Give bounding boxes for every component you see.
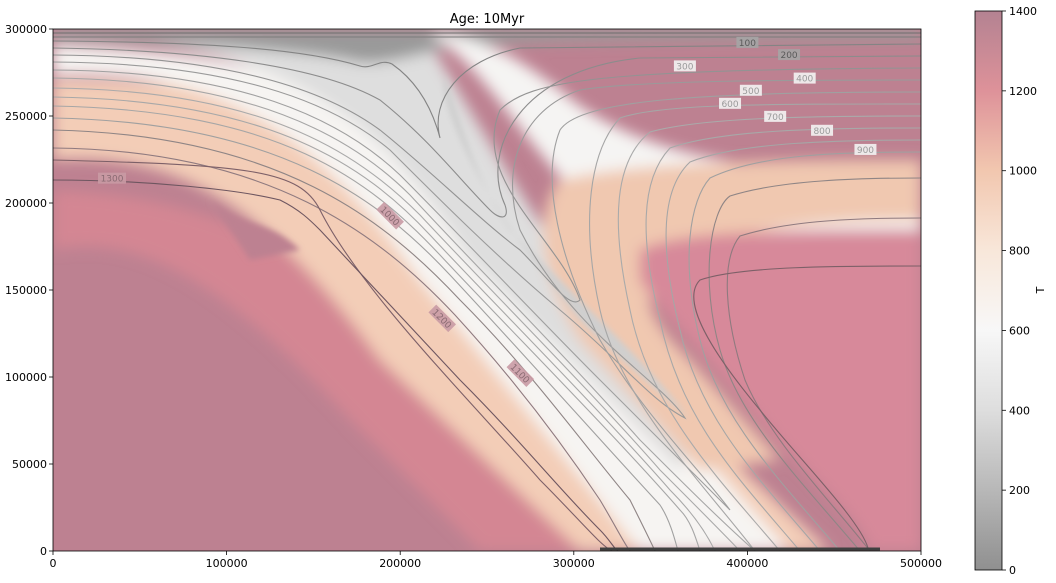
contour-label-700: 700 xyxy=(764,110,787,123)
svg-text:900: 900 xyxy=(857,146,874,156)
svg-text:400: 400 xyxy=(796,75,813,85)
right-hot-zone xyxy=(640,230,921,551)
contour-label-500: 500 xyxy=(739,84,762,97)
svg-text:800: 800 xyxy=(813,127,830,137)
x-tick-label-5: 500000 xyxy=(900,557,942,570)
y-tick-label-4: 200000 xyxy=(5,197,47,210)
contour-label-600: 600 xyxy=(719,97,742,110)
colorbar-label: T xyxy=(1034,286,1047,294)
mantle-patch xyxy=(210,200,300,260)
svg-text:100: 100 xyxy=(739,39,756,49)
cool-band xyxy=(130,29,700,470)
x-tick-label-1: 100000 xyxy=(206,557,248,570)
colorbar-tick-label-2: 400 xyxy=(1009,404,1030,417)
right-warm-zone xyxy=(543,160,921,470)
hot-band xyxy=(53,190,600,551)
y-tick-label-2: 100000 xyxy=(5,371,47,384)
y-tick-label-1: 50000 xyxy=(12,458,47,471)
x-axis: 0 100000 200000 300000 400000 500000 xyxy=(50,551,942,570)
colorbar-tick-label-0: 0 xyxy=(1009,564,1016,577)
contour-label-300: 300 xyxy=(673,60,696,72)
colorbar-gradient xyxy=(975,11,1002,570)
chart-title: Age: 10Myr xyxy=(450,12,525,27)
svg-text:500: 500 xyxy=(742,87,759,97)
colorbar-tick-label-1: 200 xyxy=(1009,484,1030,497)
y-axis: 0 50000 100000 150000 200000 250000 300000 xyxy=(5,23,53,558)
contour-labels: 1002003004005006007008009001000110012001… xyxy=(98,36,877,387)
contour-label-400: 400 xyxy=(793,72,816,85)
contour-label-200: 200 xyxy=(778,49,801,61)
colorbar-tick-label-7: 1400 xyxy=(1009,5,1037,18)
contour-lines xyxy=(53,32,921,551)
x-tick-label-4: 400000 xyxy=(726,557,768,570)
svg-text:700: 700 xyxy=(767,113,784,123)
colorbar-axis: 0 200 400 600 800 1000 1200 1400 xyxy=(1002,5,1037,577)
y-tick-label-3: 150000 xyxy=(5,284,47,297)
contour-label-1300: 1300 xyxy=(98,172,127,185)
svg-text:300: 300 xyxy=(676,62,693,72)
colorbar-tick-label-4: 800 xyxy=(1009,245,1030,258)
colorbar-tick-label-3: 600 xyxy=(1009,324,1030,337)
contour-label-100: 100 xyxy=(736,36,759,49)
y-tick-label-5: 250000 xyxy=(5,110,47,123)
temperature-field xyxy=(53,29,921,551)
x-tick-label-2: 200000 xyxy=(379,557,421,570)
contour-label-800: 800 xyxy=(811,124,834,137)
x-tick-label-0: 0 xyxy=(50,557,57,570)
svg-text:200: 200 xyxy=(780,51,797,61)
x-tick-label-3: 300000 xyxy=(553,557,595,570)
colorbar-frame xyxy=(974,10,1003,571)
svg-text:600: 600 xyxy=(721,100,738,110)
colorbar-tick-label-6: 1200 xyxy=(1009,85,1037,98)
y-tick-label-0: 0 xyxy=(40,545,47,558)
svg-text:1300: 1300 xyxy=(101,175,124,185)
contour-label-900: 900 xyxy=(854,143,877,156)
y-tick-label-6: 300000 xyxy=(5,23,47,36)
colorbar-tick-label-5: 1000 xyxy=(1009,165,1037,178)
white-band xyxy=(53,45,790,551)
